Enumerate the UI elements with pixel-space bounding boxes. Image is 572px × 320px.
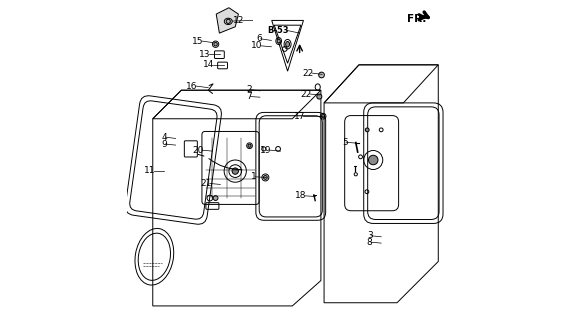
Text: FR.: FR. — [407, 14, 427, 24]
Text: 22: 22 — [300, 90, 311, 99]
Text: 5: 5 — [342, 138, 348, 147]
Text: 22: 22 — [303, 68, 313, 77]
Text: 12: 12 — [233, 16, 245, 25]
Text: 1: 1 — [251, 172, 257, 181]
Ellipse shape — [366, 128, 369, 132]
Text: 18: 18 — [295, 191, 307, 200]
Polygon shape — [216, 8, 239, 33]
Ellipse shape — [232, 168, 239, 174]
Text: 17: 17 — [293, 112, 305, 121]
Text: 8: 8 — [367, 238, 372, 247]
Text: 3: 3 — [367, 231, 372, 240]
Ellipse shape — [319, 72, 324, 78]
Text: 20: 20 — [192, 146, 204, 155]
Ellipse shape — [248, 144, 251, 147]
Text: 21: 21 — [200, 179, 212, 188]
Ellipse shape — [264, 176, 267, 179]
Text: 16: 16 — [186, 82, 198, 91]
Ellipse shape — [321, 115, 325, 118]
Ellipse shape — [368, 155, 378, 165]
Ellipse shape — [214, 43, 217, 46]
Text: 10: 10 — [251, 41, 262, 50]
Text: 15: 15 — [192, 36, 204, 45]
Text: B-53: B-53 — [268, 26, 289, 35]
Ellipse shape — [317, 94, 322, 99]
Text: 11: 11 — [145, 166, 156, 175]
Ellipse shape — [277, 39, 280, 43]
Text: 4: 4 — [161, 133, 167, 142]
Text: 13: 13 — [199, 50, 210, 59]
Text: 7: 7 — [247, 92, 252, 101]
Text: 9: 9 — [161, 140, 167, 148]
Text: 6: 6 — [256, 34, 262, 43]
Text: 14: 14 — [203, 60, 214, 69]
Text: 2: 2 — [247, 85, 252, 94]
Ellipse shape — [285, 42, 289, 47]
Ellipse shape — [213, 196, 218, 200]
Text: 19: 19 — [260, 146, 272, 155]
Ellipse shape — [226, 19, 231, 23]
